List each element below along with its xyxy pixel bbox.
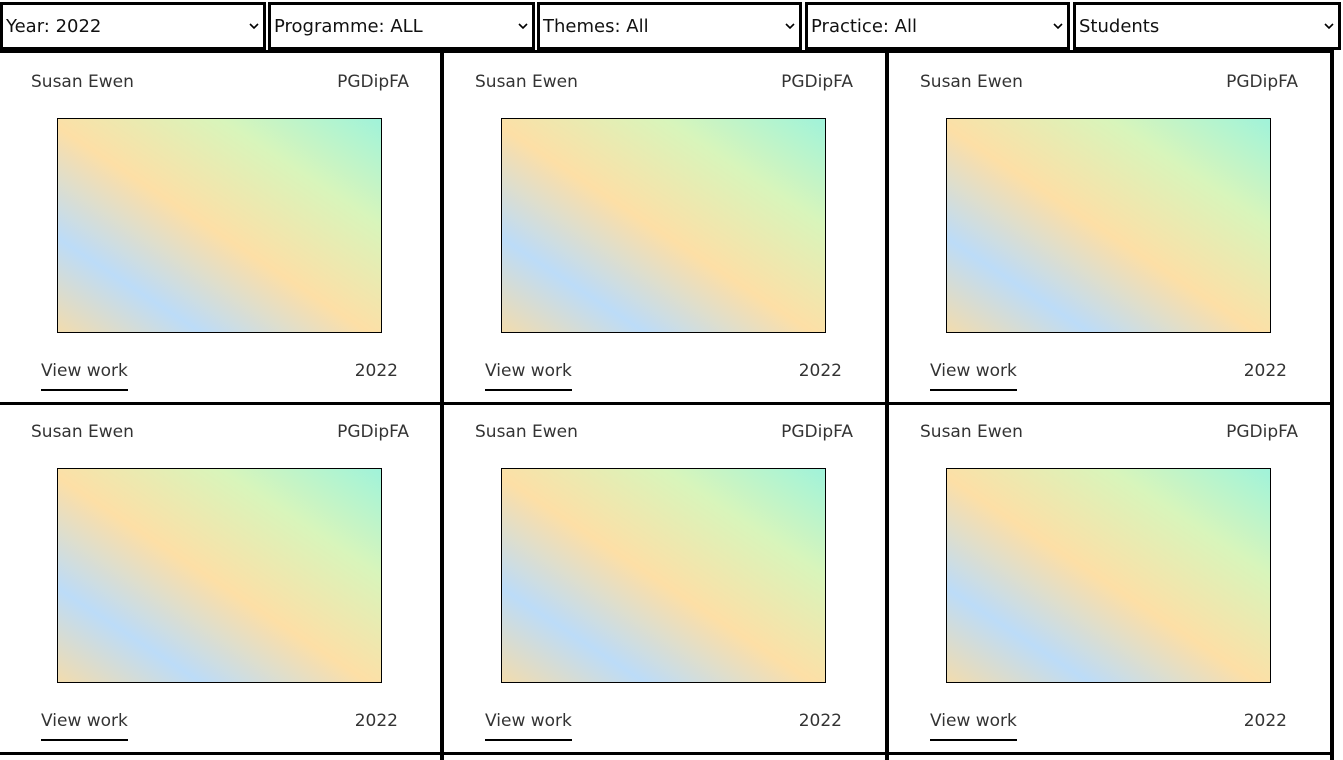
year: 2022 — [354, 711, 398, 731]
student-card: Susan Ewen PGDipFA View work 2022 — [444, 53, 885, 403]
dropdown-chevron — [1053, 23, 1063, 30]
view-work-link[interactable]: View work — [485, 711, 572, 741]
year: 2022 — [798, 361, 842, 381]
student-name: Susan Ewen — [920, 422, 1023, 442]
work-thumbnail[interactable] — [946, 468, 1271, 683]
column-divider — [1330, 50, 1334, 760]
filter-select[interactable]: Practice: All — [805, 2, 1070, 50]
row-divider — [0, 402, 1333, 405]
programme: PGDipFA — [781, 422, 853, 442]
filter-label: Students — [1079, 16, 1160, 37]
dropdown-chevron — [249, 23, 259, 30]
work-thumbnail[interactable] — [501, 468, 826, 683]
year: 2022 — [354, 361, 398, 381]
row-divider — [0, 752, 1333, 755]
view-work-link[interactable]: View work — [41, 711, 128, 741]
programme: PGDipFA — [337, 422, 409, 442]
dropdown-chevron — [1324, 23, 1334, 30]
view-work-link[interactable]: View work — [930, 361, 1017, 391]
programme: PGDipFA — [337, 72, 409, 92]
filter-label: Year: 2022 — [6, 16, 102, 37]
year: 2022 — [798, 711, 842, 731]
year: 2022 — [1243, 711, 1287, 731]
filter-label: Practice: All — [811, 16, 917, 37]
programme: PGDipFA — [1226, 72, 1298, 92]
work-thumbnail[interactable] — [57, 468, 382, 683]
student-card: Susan Ewen PGDipFA View work 2022 — [444, 403, 885, 753]
student-name: Susan Ewen — [475, 422, 578, 442]
dropdown-chevron — [518, 23, 528, 30]
student-name: Susan Ewen — [920, 72, 1023, 92]
view-work-link[interactable]: View work — [930, 711, 1017, 741]
column-divider — [885, 50, 889, 760]
student-card: Susan Ewen PGDipFA View work 2022 — [0, 53, 441, 403]
student-name: Susan Ewen — [475, 72, 578, 92]
work-thumbnail[interactable] — [946, 118, 1271, 333]
student-name: Susan Ewen — [31, 422, 134, 442]
filter-select[interactable]: Programme: ALL — [268, 2, 535, 50]
filter-select[interactable]: Themes: All — [537, 2, 802, 50]
student-card: Susan Ewen PGDipFA View work 2022 — [889, 53, 1330, 403]
filter-select[interactable]: Students — [1073, 2, 1341, 50]
work-thumbnail[interactable] — [501, 118, 826, 333]
programme: PGDipFA — [781, 72, 853, 92]
view-work-link[interactable]: View work — [41, 361, 128, 391]
student-card: Susan Ewen PGDipFA View work 2022 — [889, 403, 1330, 753]
work-thumbnail[interactable] — [57, 118, 382, 333]
view-work-link[interactable]: View work — [485, 361, 572, 391]
programme: PGDipFA — [1226, 422, 1298, 442]
student-name: Susan Ewen — [31, 72, 134, 92]
filter-label: Programme: ALL — [274, 16, 423, 37]
dropdown-chevron — [785, 23, 795, 30]
filter-select[interactable]: Year: 2022 — [0, 2, 266, 50]
year: 2022 — [1243, 361, 1287, 381]
column-divider — [440, 50, 444, 760]
row-divider — [0, 50, 1333, 53]
student-card: Susan Ewen PGDipFA View work 2022 — [0, 403, 441, 753]
filter-label: Themes: All — [543, 16, 649, 37]
